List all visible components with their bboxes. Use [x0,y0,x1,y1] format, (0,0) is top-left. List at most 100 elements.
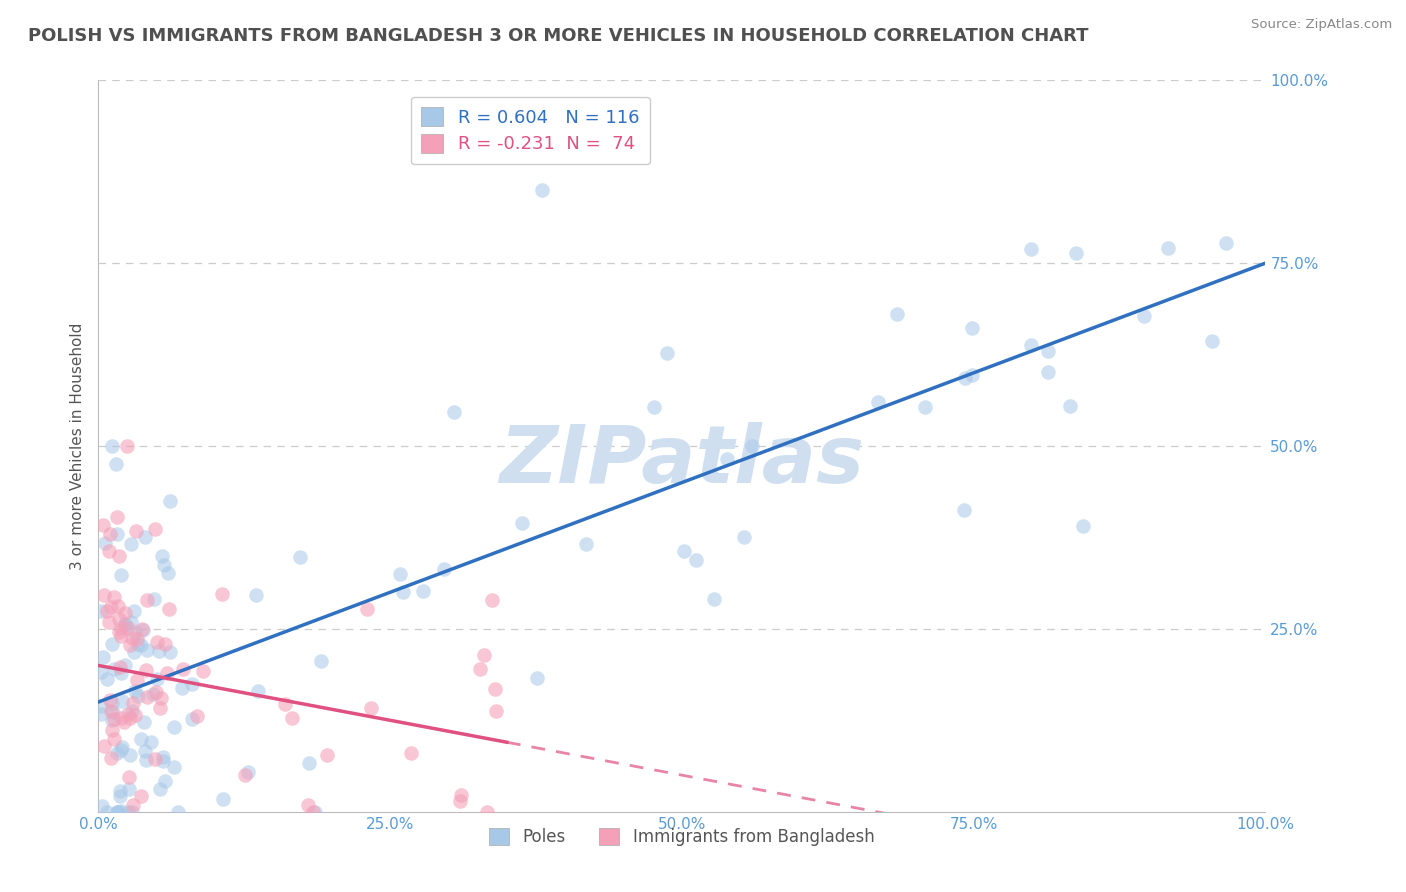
Point [1215,235,1237,250]
Point [127,637,149,651]
Point [91,518,114,533]
Point [297,797,319,812]
Point [574,537,596,551]
Point [110,743,132,757]
Point [643,401,665,415]
Point [101,705,124,719]
Point [105,526,128,541]
Point [159,494,181,508]
Point [703,591,725,606]
Point [960,320,983,334]
Point [124,625,146,640]
Point [1066,246,1088,260]
Point [468,662,491,676]
Point [672,544,695,558]
Point [1201,334,1223,348]
Point [111,739,134,754]
Point [118,771,141,785]
Point [91,798,114,813]
Point [96,672,118,686]
Point [110,621,132,635]
Point [472,648,495,662]
Point [356,601,378,615]
Point [156,566,179,581]
Point [302,805,325,819]
Point [90,698,112,713]
Point [156,665,179,680]
Point [117,805,139,819]
Point [121,798,143,813]
Point [145,685,167,699]
Text: POLISH VS IMMIGRANTS FROM BANGLADESH 3 OR MORE VEHICLES IN HOUSEHOLD CORRELATION: POLISH VS IMMIGRANTS FROM BANGLADESH 3 O… [28,27,1088,45]
Point [360,701,382,715]
Point [288,549,311,564]
Point [97,544,120,558]
Point [914,400,936,414]
Point [163,719,186,733]
Point [166,805,188,819]
Point [475,805,498,819]
Point [953,370,976,384]
Point [120,537,142,551]
Point [125,673,148,688]
Point [149,781,172,796]
Point [134,714,156,729]
Point [211,587,233,601]
Point [716,452,738,467]
Point [134,744,156,758]
Point [97,615,120,629]
Point [93,536,115,550]
Point [112,715,135,730]
Point [145,673,167,687]
Point [135,642,157,657]
Point [122,645,145,659]
Point [155,774,177,789]
Point [125,524,148,538]
Point [510,516,533,530]
Point [110,666,132,681]
Point [129,638,152,652]
Point [526,671,548,685]
Point [1157,241,1180,255]
Point [315,747,337,762]
Point [90,665,112,679]
Point [110,805,132,819]
Point [741,439,763,453]
Point [233,768,256,782]
Point [114,658,136,673]
Point [143,522,166,536]
Legend: Poles, Immigrants from Bangladesh: Poles, Immigrants from Bangladesh [481,820,883,855]
Point [135,663,157,677]
Point [391,585,413,599]
Point [443,405,465,419]
Point [103,732,125,747]
Point [132,623,155,637]
Point [105,509,128,524]
Point [159,645,181,659]
Point [101,637,124,651]
Point [101,696,124,710]
Point [93,739,115,753]
Point [152,750,174,764]
Point [108,805,131,819]
Point [93,588,115,602]
Point [108,783,131,797]
Point [149,701,172,715]
Point [124,604,146,618]
Point [136,592,159,607]
Point [212,792,235,806]
Point [481,592,503,607]
Point [191,664,214,678]
Point [134,530,156,544]
Point [657,345,679,359]
Point [236,765,259,780]
Point [412,583,434,598]
Point [107,624,129,639]
Point [121,805,143,819]
Point [484,682,506,697]
Point [121,704,143,718]
Point [886,307,908,321]
Point [280,711,302,725]
Point [153,558,176,572]
Point [163,760,186,774]
